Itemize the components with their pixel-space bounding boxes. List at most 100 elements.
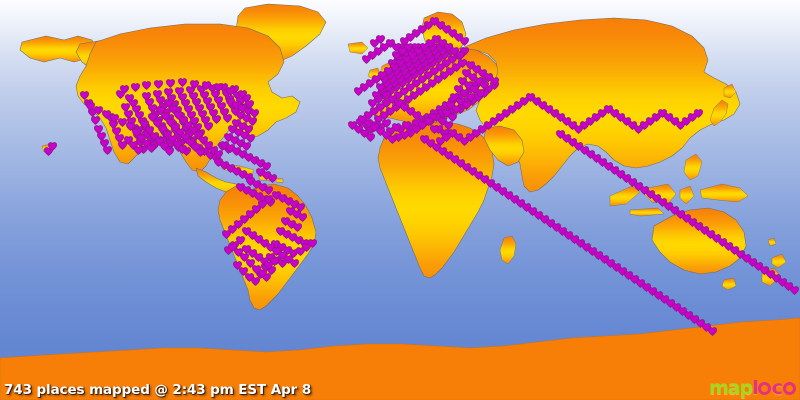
place-marker-heart[interactable] [308, 239, 317, 248]
place-marker-heart[interactable] [80, 91, 89, 100]
place-marker-heart[interactable] [124, 110, 133, 119]
place-marker-heart[interactable] [448, 113, 457, 122]
place-marker-heart[interactable] [165, 147, 174, 156]
island-sumatra [609, 185, 641, 207]
place-marker-heart[interactable] [233, 261, 242, 270]
place-marker-heart[interactable] [242, 142, 251, 151]
place-marker-heart[interactable] [264, 186, 273, 195]
place-marker-heart[interactable] [228, 243, 237, 252]
place-marker-heart[interactable] [402, 121, 411, 130]
place-marker-heart[interactable] [246, 259, 255, 268]
place-marker-heart[interactable] [94, 106, 103, 115]
place-marker-heart[interactable] [142, 81, 151, 90]
place-marker-heart[interactable] [239, 267, 248, 276]
heart-icon [246, 134, 255, 143]
place-marker-heart[interactable] [490, 77, 499, 86]
place-marker-heart[interactable] [466, 93, 475, 102]
place-marker-heart[interactable] [238, 90, 247, 99]
place-marker-heart[interactable] [462, 101, 471, 110]
place-marker-heart[interactable] [248, 117, 257, 126]
place-marker-heart[interactable] [48, 142, 57, 151]
place-marker-heart[interactable] [115, 134, 124, 143]
place-marker-heart[interactable] [382, 119, 391, 128]
heart-icon [242, 142, 251, 151]
place-marker-heart[interactable] [222, 230, 231, 239]
place-marker-heart[interactable] [424, 117, 433, 126]
place-marker-heart[interactable] [290, 259, 299, 268]
place-marker-heart[interactable] [100, 139, 109, 148]
island-new-guinea [699, 183, 749, 203]
place-marker-heart[interactable] [178, 78, 187, 87]
place-marker-heart[interactable] [134, 146, 143, 155]
place-marker-heart[interactable] [214, 150, 223, 159]
place-marker-heart[interactable] [131, 83, 140, 92]
place-marker-heart[interactable] [456, 51, 465, 60]
place-marker-heart[interactable] [110, 114, 119, 123]
place-marker-heart[interactable] [250, 109, 259, 118]
place-marker-heart[interactable] [234, 248, 243, 257]
maploco-logo[interactable]: map l c [709, 378, 796, 398]
place-marker-heart[interactable] [118, 141, 127, 150]
place-marker-heart[interactable] [358, 115, 367, 124]
place-marker-heart[interactable] [212, 115, 221, 124]
place-marker-heart[interactable] [112, 127, 121, 136]
place-marker-heart[interactable] [298, 213, 307, 222]
place-marker-heart[interactable] [708, 327, 717, 336]
place-marker-heart[interactable] [398, 47, 407, 56]
place-marker-heart[interactable] [202, 81, 211, 90]
place-marker-heart[interactable] [262, 162, 271, 171]
island-tasmania [721, 277, 737, 291]
place-marker-heart[interactable] [102, 110, 111, 119]
place-marker-heart[interactable] [226, 87, 235, 96]
place-marker-heart[interactable] [270, 257, 279, 266]
place-marker-heart[interactable] [444, 121, 453, 130]
place-marker-heart[interactable] [94, 125, 103, 134]
place-marker-heart[interactable] [293, 223, 302, 232]
heart-icon [212, 115, 221, 124]
place-marker-heart[interactable] [480, 81, 489, 90]
place-marker-heart[interactable] [460, 37, 469, 46]
heart-icon [190, 80, 199, 89]
place-marker-heart[interactable] [204, 122, 213, 131]
place-marker-heart[interactable] [458, 59, 467, 68]
place-marker-heart[interactable] [246, 134, 255, 143]
place-marker-heart[interactable] [240, 253, 249, 262]
place-marker-heart[interactable] [91, 116, 100, 125]
place-marker-heart[interactable] [245, 273, 254, 282]
place-marker-heart[interactable] [126, 122, 135, 131]
place-marker-heart[interactable] [86, 102, 95, 111]
place-marker-heart[interactable] [245, 100, 254, 109]
place-marker-heart[interactable] [196, 148, 205, 157]
heart-icon [91, 116, 100, 125]
place-marker-heart[interactable] [370, 39, 379, 48]
place-marker-heart[interactable] [354, 87, 363, 96]
place-marker-heart[interactable] [190, 80, 199, 89]
place-marker-heart[interactable] [790, 286, 799, 295]
place-marker-heart[interactable] [120, 85, 129, 94]
place-marker-heart[interactable] [392, 123, 401, 132]
heart-icon [94, 106, 103, 115]
place-marker-heart[interactable] [214, 83, 223, 92]
place-marker-heart[interactable] [258, 269, 267, 278]
place-marker-heart[interactable] [430, 125, 439, 134]
heart-icon [452, 105, 461, 114]
place-marker-heart[interactable] [366, 133, 375, 142]
place-marker-heart[interactable] [452, 105, 461, 114]
place-marker-heart[interactable] [268, 174, 277, 183]
place-marker-heart[interactable] [103, 146, 112, 155]
place-marker-heart[interactable] [121, 103, 130, 112]
place-marker-heart[interactable] [97, 132, 106, 141]
place-marker-heart[interactable] [476, 89, 485, 98]
place-marker-heart[interactable] [178, 145, 187, 154]
heart-icon [226, 87, 235, 96]
island-japan-north [723, 83, 737, 99]
place-marker-heart[interactable] [147, 144, 156, 153]
place-marker-heart[interactable] [362, 55, 371, 64]
place-marker-heart[interactable] [118, 118, 127, 127]
place-marker-heart[interactable] [296, 203, 305, 212]
place-marker-heart[interactable] [348, 121, 357, 130]
place-marker-heart[interactable] [223, 114, 232, 123]
place-marker-heart[interactable] [154, 80, 163, 89]
place-marker-heart[interactable] [166, 79, 175, 88]
place-marker-heart[interactable] [694, 109, 703, 118]
